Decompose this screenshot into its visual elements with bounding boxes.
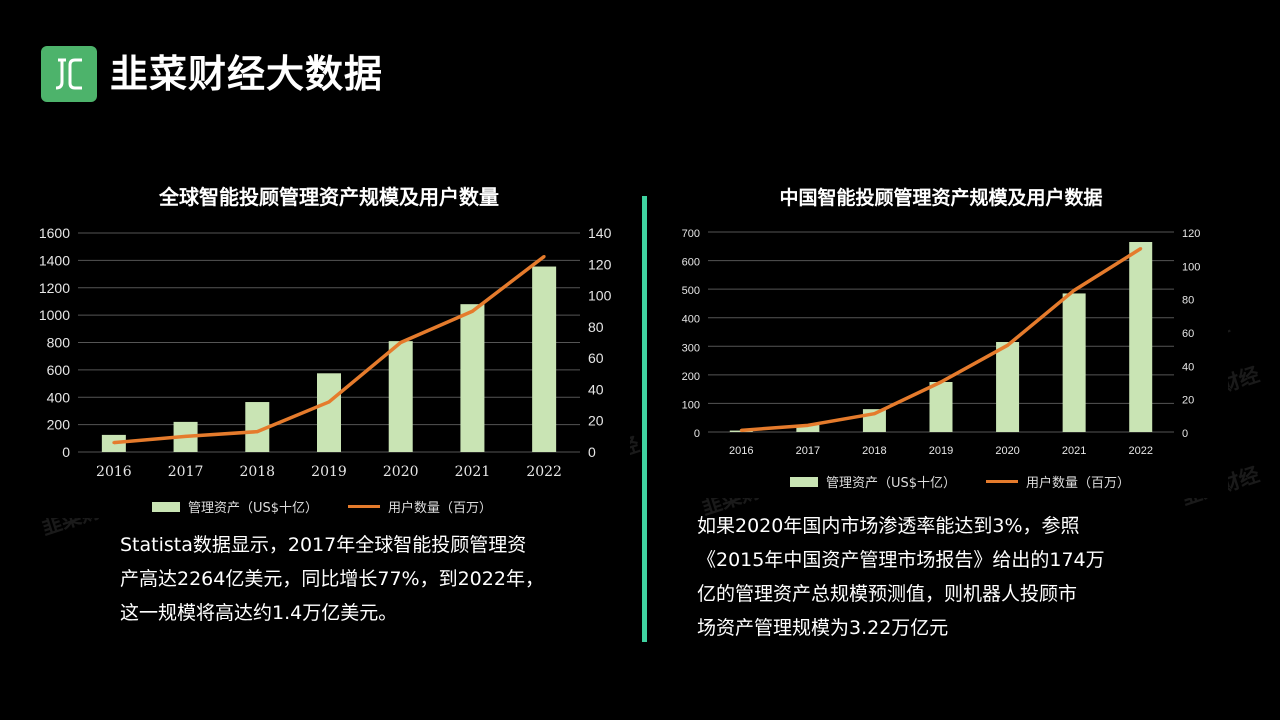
y-left-tick-label: 300 — [682, 342, 700, 354]
y-left-tick-label: 0 — [694, 428, 700, 440]
line-point — [542, 254, 546, 258]
line-point — [806, 423, 810, 427]
line-point — [112, 441, 116, 445]
y-left-tick-label: 1200 — [39, 280, 70, 296]
y-left-tick-label: 200 — [47, 417, 71, 433]
bar — [532, 266, 557, 452]
legend-line-label: 用户数量（百万） — [1026, 476, 1131, 491]
y-right-tick-label: 0 — [1182, 428, 1188, 440]
desc-line: 场资产管理规模为3.22万亿元 — [697, 617, 949, 639]
line-point — [470, 309, 474, 313]
legend-line-swatch — [348, 505, 381, 508]
y-left-tick-label: 500 — [682, 285, 700, 297]
x-tick-label: 2016 — [729, 445, 753, 457]
y-right-tick-label: 20 — [1182, 395, 1194, 407]
line-point — [872, 412, 876, 416]
legend-bar-label: 管理资产（US$十亿） — [826, 476, 957, 491]
x-tick-label: 2017 — [168, 464, 204, 480]
china-chart-svg: 中国智能投顾管理资产规模及用户数据 0 100 200 300 400 500 600 700 0… — [682, 186, 1201, 457]
y-left-tick-label: 400 — [682, 314, 700, 326]
y-right-tick-label: 140 — [588, 225, 612, 241]
x-tick-label: 2020 — [995, 445, 1019, 457]
global-chart-svg: 全球智能投顾管理资产规模及用户数量02004006008001000120014… — [39, 185, 612, 480]
line-point — [1139, 247, 1143, 251]
line-point — [255, 430, 259, 434]
line-point — [399, 341, 403, 344]
y-left-tick-label: 600 — [682, 257, 700, 269]
x-tick-label: 2018 — [862, 445, 886, 457]
chart-title: 中国智能投顾管理资产规模及用户数据 — [779, 186, 1102, 209]
desc-line: Statista数据显示，2017年全球智能投顾管理资 — [120, 534, 527, 556]
y-right-tick-label: 0 — [588, 444, 596, 460]
y-left-tick-label: 600 — [47, 362, 71, 378]
global-description: Statista数据显示，2017年全球智能投顾管理资 产高达2264亿美元，同… — [120, 528, 544, 630]
global-chart: 全球智能投顾管理资产规模及用户数量 0 200 400 600 800 1000 1200 14… — [20, 178, 630, 518]
line-point — [327, 400, 331, 404]
y-right-tick-label: 120 — [1182, 228, 1200, 240]
line-point — [1006, 343, 1010, 347]
bar — [996, 342, 1020, 432]
line-point — [939, 380, 943, 384]
y-left-tick-label: 1600 — [39, 225, 70, 241]
y-left-tick-label: 700 — [682, 228, 700, 240]
legend-bar-label: 管理资产（US$十亿） — [188, 501, 319, 516]
bar — [460, 304, 485, 452]
desc-line: 这一规模将高达约1.4万亿美元。 — [120, 602, 398, 624]
y-right-tick-label: 80 — [588, 319, 604, 335]
x-tick-label: 2017 — [796, 445, 820, 457]
x-tick-label: 2019 — [929, 445, 953, 457]
bar — [245, 402, 270, 452]
legend-bar-swatch — [790, 476, 818, 487]
y-right-tick-label: 120 — [588, 256, 612, 272]
bar — [929, 382, 953, 432]
desc-line: 产高达2264亿美元，同比增长77%，到2022年， — [120, 568, 544, 590]
desc-line: 《2015年中国资产管理市场报告》给出的174万 — [697, 549, 1105, 571]
x-tick-label: 2019 — [311, 464, 347, 480]
x-tick-label: 2018 — [239, 464, 275, 480]
bar — [317, 373, 341, 452]
y-right-tick-label: 60 — [1182, 328, 1194, 340]
bar — [796, 424, 820, 432]
line-point — [739, 428, 743, 432]
legend-line-swatch — [986, 480, 1019, 483]
y-right-tick-label: 60 — [588, 350, 604, 366]
china-description: 如果2020年国内市场渗透率能达到3%，参照 《2015年中国资产管理市场报告》… — [697, 509, 1105, 645]
x-tick-label: 2016 — [96, 464, 132, 480]
x-tick-label: 2022 — [1128, 445, 1152, 457]
y-left-tick-label: 1000 — [39, 307, 70, 323]
x-tick-label: 2020 — [383, 464, 419, 480]
y-left-tick-label: 1400 — [39, 252, 70, 268]
logo — [41, 46, 97, 102]
bar — [1129, 242, 1153, 432]
y-left-tick-label: 800 — [47, 335, 71, 351]
desc-line: 亿的管理资产总规模预测值，则机器人投顾市 — [697, 583, 1078, 605]
x-tick-label: 2022 — [526, 464, 562, 480]
legend-line-label: 用户数量（百万） — [388, 501, 493, 516]
y-right-tick-label: 100 — [1182, 261, 1200, 273]
x-tick-label: 2021 — [455, 464, 491, 480]
y-right-tick-label: 40 — [588, 381, 604, 397]
y-left-tick-label: 0 — [62, 444, 70, 460]
line-point — [1072, 288, 1076, 292]
jc-logo-icon — [55, 58, 82, 90]
y-right-tick-label: 100 — [588, 288, 612, 304]
bar — [388, 341, 413, 452]
chart-title: 全球智能投顾管理资产规模及用户数量 — [158, 185, 499, 209]
line-point — [184, 434, 188, 438]
y-right-tick-label: 40 — [1182, 361, 1194, 373]
bar — [1062, 293, 1086, 432]
y-left-tick-label: 200 — [682, 371, 700, 383]
y-right-tick-label: 20 — [588, 413, 604, 429]
divider — [642, 196, 647, 642]
x-tick-label: 2021 — [1062, 445, 1086, 457]
global-chart-legend: 管理资产（US$十亿） 用户数量（百万） — [152, 497, 492, 516]
y-left-tick-label: 100 — [682, 399, 700, 411]
china-chart-legend: 管理资产（US$十亿） 用户数量（百万） — [790, 472, 1130, 491]
brand-title: 韭菜财经大数据 — [110, 52, 384, 96]
legend-bar-swatch — [152, 501, 180, 512]
y-left-tick-label: 400 — [47, 389, 71, 405]
y-right-tick-label: 80 — [1182, 295, 1194, 307]
china-chart: 中国智能投顾管理资产规模及用户数据 0 100 200 300 400 500 600 700 0… — [668, 178, 1228, 498]
desc-line: 如果2020年国内市场渗透率能达到3%，参照 — [697, 515, 1080, 537]
